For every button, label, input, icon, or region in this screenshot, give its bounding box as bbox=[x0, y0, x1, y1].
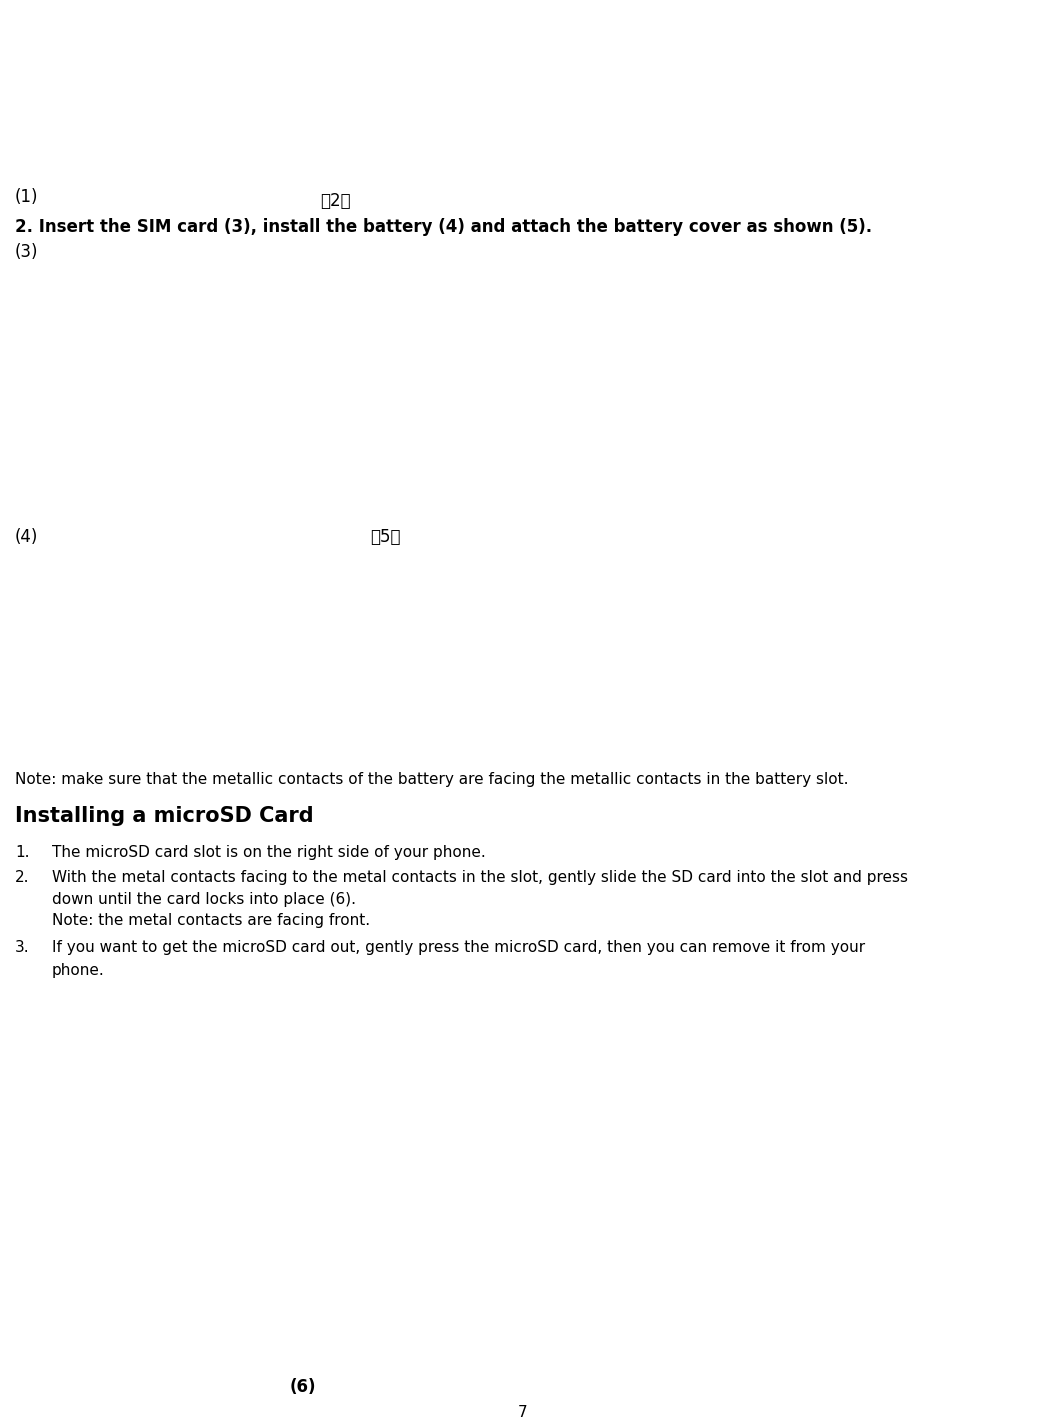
Bar bbox=[15, 544, 295, 756]
Text: (4): (4) bbox=[15, 528, 39, 546]
Text: 2. Insert the SIM card (3), install the battery (4) and attach the battery cover: 2. Insert the SIM card (3), install the … bbox=[15, 218, 872, 236]
Text: down until the card locks into place (6).: down until the card locks into place (6)… bbox=[52, 892, 356, 906]
Text: Note: make sure that the metallic contacts of the battery are facing the metalli: Note: make sure that the metallic contac… bbox=[15, 773, 848, 787]
Bar bbox=[245, 985, 570, 1375]
Text: If you want to get the microSD card out, gently press the microSD card, then you: If you want to get the microSD card out,… bbox=[52, 941, 865, 955]
Text: 1.: 1. bbox=[15, 845, 29, 859]
Text: (3): (3) bbox=[15, 243, 39, 260]
Text: With the metal contacts facing to the metal contacts in the slot, gently slide t: With the metal contacts facing to the me… bbox=[52, 869, 908, 885]
Text: The microSD card slot is on the right side of your phone.: The microSD card slot is on the right si… bbox=[52, 845, 485, 859]
Text: 2.: 2. bbox=[15, 869, 29, 885]
Text: (6): (6) bbox=[290, 1377, 317, 1396]
Text: 3.: 3. bbox=[15, 941, 29, 955]
Text: （5）: （5） bbox=[370, 528, 401, 546]
Bar bbox=[15, 3, 280, 185]
Text: Installing a microSD Card: Installing a microSD Card bbox=[15, 805, 314, 825]
Bar bbox=[320, 3, 650, 201]
Bar bbox=[30, 258, 310, 509]
Bar bbox=[365, 544, 680, 756]
Text: 7: 7 bbox=[518, 1405, 528, 1420]
Text: (1): (1) bbox=[15, 188, 39, 206]
Text: phone.: phone. bbox=[52, 963, 105, 978]
Text: （2）: （2） bbox=[320, 192, 350, 211]
Text: Note: the metal contacts are facing front.: Note: the metal contacts are facing fron… bbox=[52, 914, 370, 928]
